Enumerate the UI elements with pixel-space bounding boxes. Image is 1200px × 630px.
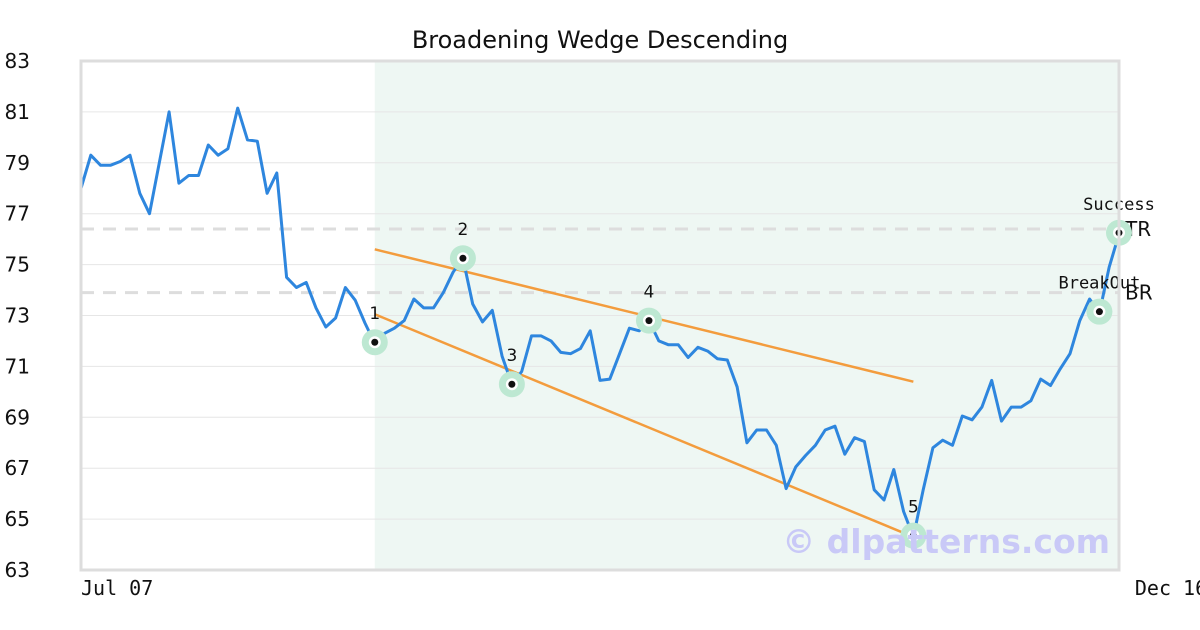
pivot-label: 2: [457, 220, 468, 240]
plot-frame: [79, 59, 1121, 572]
annotation-point: [1095, 308, 1103, 316]
pivot-label: 4: [644, 283, 655, 303]
y-tick-label: 75: [5, 253, 30, 277]
x-axis: Jul 07 Dec 16: [81, 576, 1200, 600]
x-tick-label: Dec 16: [1135, 576, 1200, 600]
y-tick-label: 83: [5, 49, 30, 73]
y-axis: 83 81 79 77 75 73 71 69 67 65 63: [5, 49, 30, 582]
y-tick-label: 81: [5, 100, 30, 124]
y-tick-label: 71: [5, 354, 30, 378]
pivot-label: 3: [506, 346, 517, 366]
annotation-breakout: BreakOut: [1058, 274, 1140, 294]
y-tick-label: 77: [5, 202, 30, 226]
pivot-point: [909, 532, 917, 540]
pivot-point: [371, 338, 379, 346]
pivot-point: [459, 254, 467, 262]
pivots: 1 2 3 4 5: [361, 220, 927, 549]
level-label-br: BR: [1125, 281, 1153, 305]
pivot-point: [645, 317, 653, 325]
y-tick-label: 73: [5, 304, 30, 328]
y-tick-label: 65: [5, 507, 30, 531]
y-tick-label: 69: [5, 405, 30, 429]
watermark: © dlpatterns.com: [782, 522, 1110, 561]
pivot-label: 5: [908, 498, 919, 518]
y-tick-label: 79: [5, 151, 30, 175]
pivot-point: [508, 380, 516, 388]
pivot-label: 1: [369, 304, 380, 324]
y-tick-label: 63: [5, 558, 30, 582]
chart-title: Broadening Wedge Descending: [412, 26, 788, 54]
lower-trendline: [374, 313, 914, 539]
x-tick-label: Jul 07: [81, 576, 153, 600]
y-tick-label: 67: [5, 456, 30, 480]
price-series-line: [79, 106, 1121, 539]
